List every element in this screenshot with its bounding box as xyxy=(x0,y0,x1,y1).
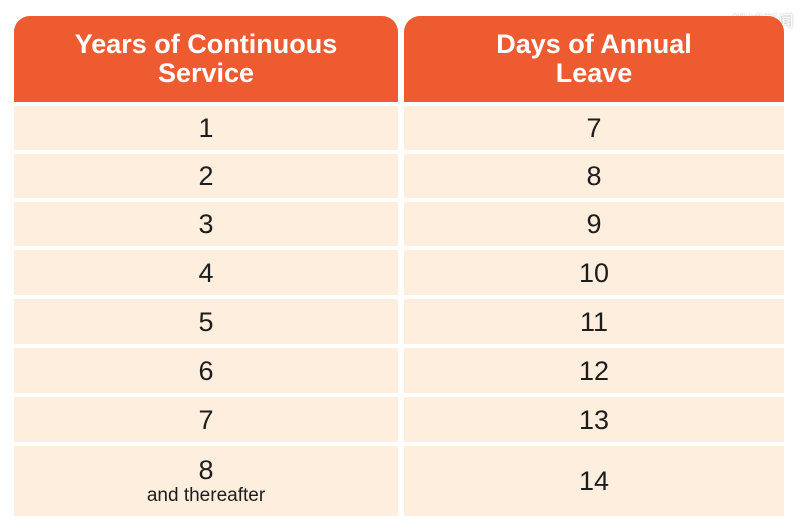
years-cell: 7 xyxy=(14,397,398,442)
days-cell: 11 xyxy=(404,299,784,344)
header-years-of-service: Years of Continuous Service xyxy=(14,16,398,102)
days-cell: 10 xyxy=(404,250,784,295)
years-cell: 3 xyxy=(14,202,398,246)
header-days-of-leave: Days of Annual Leave xyxy=(404,16,784,102)
days-cell: 8 xyxy=(404,154,784,198)
years-value: 4 xyxy=(198,257,214,288)
years-cell: 8 and thereafter xyxy=(14,446,398,516)
years-value: 6 xyxy=(198,355,214,386)
table-row: 8 and thereafter 14 xyxy=(14,446,784,516)
years-value: 2 xyxy=(198,161,214,191)
days-value: 10 xyxy=(578,257,610,288)
years-value: 1 xyxy=(198,113,214,143)
days-value: 14 xyxy=(578,466,610,496)
years-value: 8 xyxy=(198,454,214,485)
years-cell: 1 xyxy=(14,106,398,150)
years-cell: 5 xyxy=(14,299,398,344)
years-cell: 6 xyxy=(14,348,398,393)
table-row: 2 8 xyxy=(14,154,784,198)
days-cell: 9 xyxy=(404,202,784,246)
years-value: 7 xyxy=(198,404,214,435)
table-row: 4 10 xyxy=(14,250,784,295)
table-row: 6 12 xyxy=(14,348,784,393)
years-cell: 2 xyxy=(14,154,398,198)
days-value: 12 xyxy=(578,355,610,386)
days-cell: 13 xyxy=(404,397,784,442)
years-cell: 4 xyxy=(14,250,398,295)
days-value: 11 xyxy=(579,306,609,337)
days-value: 7 xyxy=(586,113,602,143)
header-days-label: Days of Annual Leave xyxy=(496,29,692,88)
years-note: and thereafter xyxy=(146,484,266,506)
years-value: 3 xyxy=(198,209,214,239)
table-row: 5 11 xyxy=(14,299,784,344)
days-cell: 7 xyxy=(404,106,784,150)
years-value: 5 xyxy=(198,306,214,337)
header-years-label: Years of Continuous Service xyxy=(74,29,338,88)
table-row: 1 7 xyxy=(14,106,784,150)
days-cell: 12 xyxy=(404,348,784,393)
days-cell: 14 xyxy=(404,446,784,516)
days-value: 13 xyxy=(578,404,610,435)
table-row: 7 13 xyxy=(14,397,784,442)
days-value: 9 xyxy=(586,209,602,239)
annual-leave-table: Years of Continuous Service Days of Annu… xyxy=(14,16,784,516)
table-row: 3 9 xyxy=(14,202,784,246)
days-value: 8 xyxy=(586,161,602,191)
